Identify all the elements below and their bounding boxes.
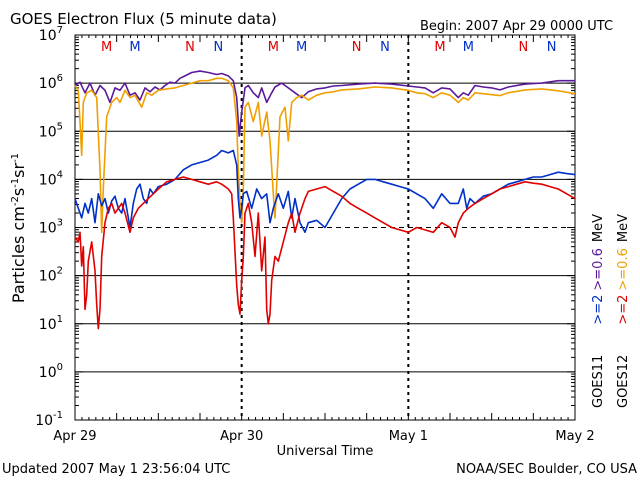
x-tick-label: Apr 30 (220, 429, 263, 444)
y-tick-exponent: 5 (57, 121, 63, 132)
legend-goes11: GOES11 >=2 >=0.6 MeV (591, 214, 606, 408)
y-tick-exponent: 3 (57, 218, 63, 229)
x-axis-label: Universal Time (277, 444, 374, 459)
updated-timestamp: Updated 2007 May 1 23:56:04 UTC (2, 462, 230, 477)
position-marker: M (463, 40, 474, 55)
y-tick-base: 10 (39, 269, 57, 285)
day-dividers (240, 35, 410, 420)
y-tick-base: 10 (39, 365, 57, 381)
y-tick-exponent: 4 (57, 169, 63, 180)
position-marker: M (296, 40, 307, 55)
y-tick-base: 10 (39, 172, 57, 188)
y-axis-label: Particles cm-2s-1sr-1 (9, 153, 28, 303)
position-marker: M (101, 40, 112, 55)
y-tick-label: 107 (39, 25, 63, 44)
ylabel-mid1: s (9, 188, 28, 196)
position-marker: N (185, 40, 195, 55)
legend-goes12-low: >=0.6 (616, 248, 631, 290)
series-line (74, 77, 576, 234)
position-marker: M (129, 40, 140, 55)
position-marker: N (352, 40, 362, 55)
y-tick-base: 10 (39, 28, 57, 44)
ylabel-mid2: sr (9, 163, 28, 178)
y-tick-base: 10 (39, 221, 57, 237)
x-tick-label: May 1 (389, 429, 428, 444)
y-tick-label: 101 (39, 314, 63, 333)
y-tick-label: 10-1 (35, 410, 63, 429)
series-line (74, 70, 575, 137)
begin-label: Begin: 2007 Apr 29 0000 UTC (420, 19, 613, 34)
y-tick-base: 10 (39, 76, 57, 92)
legend-goes12: GOES12 >=2 >=0.6 MeV (616, 214, 631, 408)
ylabel-main: Particles cm (9, 206, 28, 303)
ylabel-sup1: -2 (10, 196, 21, 206)
position-marker: N (518, 40, 528, 55)
legend-goes11-unit: MeV (591, 214, 606, 242)
ylabel-sup3: -1 (10, 153, 21, 163)
y-tick-base: 10 (39, 124, 57, 140)
y-tick-exponent: 6 (57, 73, 63, 84)
legend-goes12-sat: GOES12 (616, 355, 631, 408)
chart-title: GOES Electron Flux (5 minute data) (10, 10, 277, 28)
y-tick-exponent: 1 (57, 314, 63, 325)
legend-goes11-sat: GOES11 (591, 355, 606, 408)
credit-text: NOAA/SEC Boulder, CO USA (456, 462, 637, 477)
y-tick-label: 104 (39, 169, 63, 188)
gridlines (75, 82, 575, 373)
legend-goes12-high: >=2 (616, 295, 631, 325)
y-tick-label: 106 (39, 73, 63, 92)
y-tick-exponent: 0 (57, 362, 63, 373)
y-tick-base: 10 (35, 413, 53, 429)
y-tick-exponent: 7 (57, 25, 63, 36)
series-lines (74, 70, 576, 330)
y-tick-label: 100 (39, 362, 63, 381)
position-marker: M (434, 40, 445, 55)
x-tick-labels: Apr 29 Apr 30 May 1 May 2 (53, 429, 594, 444)
series-line (74, 149, 576, 234)
minor-ticks (75, 34, 575, 421)
y-tick-exponent: -1 (53, 410, 63, 421)
y-tick-base: 10 (39, 317, 57, 333)
x-tick-label: Apr 29 (53, 429, 96, 444)
legend-goes12-unit: MeV (616, 214, 631, 242)
legend-goes11-low: >=0.6 (591, 248, 606, 290)
ylabel-sup2: -1 (10, 178, 21, 188)
position-marker: M (268, 40, 279, 55)
position-marker: N (547, 40, 557, 55)
position-marker: N (213, 40, 223, 55)
y-tick-exponent: 2 (57, 266, 63, 277)
position-marker: N (380, 40, 390, 55)
y-tick-label: 103 (39, 218, 63, 237)
y-tick-label: 102 (39, 266, 63, 285)
series-line (74, 176, 576, 330)
x-tick-label: May 2 (555, 429, 594, 444)
y-tick-label: 105 (39, 121, 63, 140)
legend-goes11-high: >=2 (591, 295, 606, 325)
